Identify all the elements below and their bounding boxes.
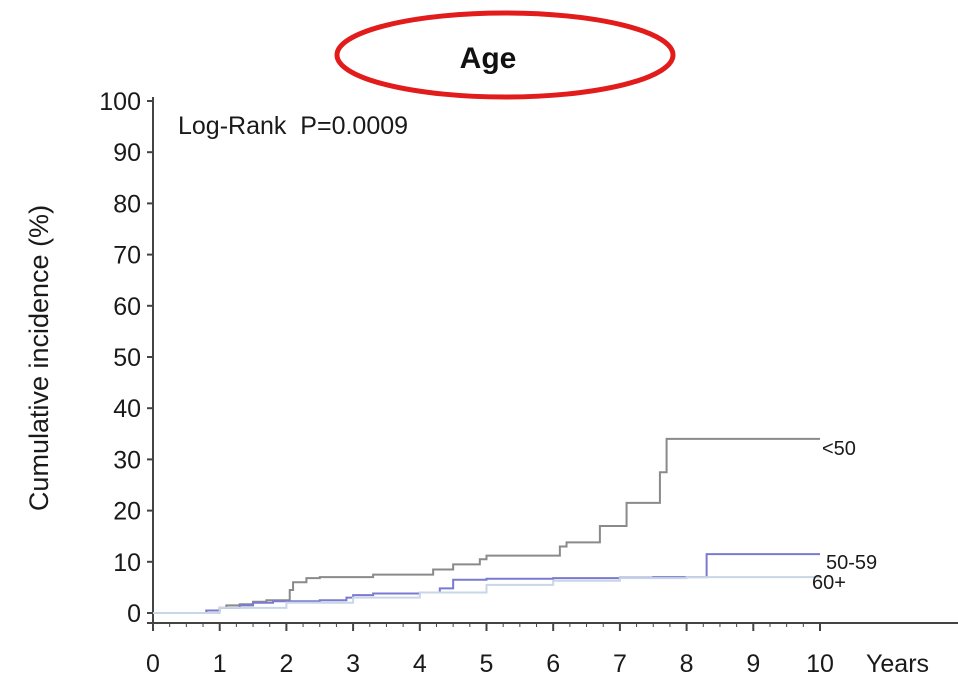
series-line-1 (153, 553, 820, 614)
x-tick-label: 7 (613, 650, 627, 676)
x-tick-label: 9 (746, 650, 760, 676)
x-tick-label: 2 (279, 650, 293, 676)
series-label-1: 50-59 (826, 552, 877, 574)
y-tick-label: 20 (113, 498, 141, 526)
y-tick-label: 90 (113, 139, 141, 167)
y-tick-label: 70 (113, 242, 141, 270)
y-axis-label: Cumulative incidence (%) (24, 205, 54, 511)
series-line-2 (153, 576, 820, 614)
y-tick-label: 100 (99, 88, 141, 116)
y-tick-label: 40 (113, 395, 141, 423)
x-tick-label: 1 (213, 650, 227, 676)
series-label-2: 60+ (812, 572, 846, 594)
title-highlight-ellipse (334, 10, 676, 100)
series-label-0: <50 (822, 438, 856, 460)
chart-title: Age (460, 42, 517, 75)
x-tick-label: 0 (146, 650, 160, 676)
y-tick-label: 80 (113, 190, 141, 218)
x-tick-label: 4 (413, 650, 427, 676)
x-tick-label: 6 (546, 650, 560, 676)
y-tick-label: 30 (113, 446, 141, 474)
log-rank-annotation: Log-Rank P=0.0009 (178, 112, 408, 140)
x-tick-label: 10 (806, 650, 834, 676)
y-tick-label: 50 (113, 344, 141, 372)
y-tick-label: 10 (113, 549, 141, 577)
axes: 0 10 20 30 40 50 60 70 80 90 100 0 1 2 3 4 5 6 7 8 9 10 (99, 88, 958, 676)
y-tick-label: 0 (127, 600, 141, 628)
x-tick-label: 3 (346, 650, 360, 676)
series-line-0 (153, 437, 820, 614)
x-axis-label: Years (866, 650, 929, 676)
x-tick-label: 8 (680, 650, 694, 676)
y-tick-label: 60 (113, 293, 141, 321)
x-tick-label: 5 (480, 650, 494, 676)
series-lines (153, 437, 820, 614)
